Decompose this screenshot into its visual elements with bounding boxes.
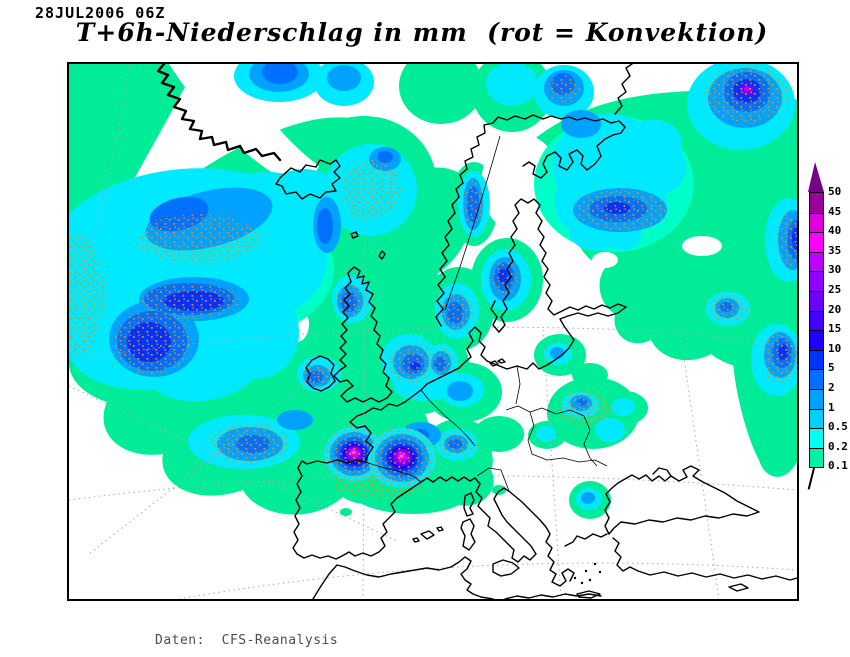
credits: Daten: CFS-Reanalysis (C) Wetterzentrale… — [155, 603, 338, 657]
credit-data-source: Daten: CFS-Reanalysis — [155, 633, 339, 648]
convection-speckles — [69, 66, 797, 498]
legend-tail-line — [807, 467, 815, 490]
legend-band — [810, 408, 823, 429]
legend-band — [810, 232, 823, 252]
legend-value: 1 — [828, 400, 835, 414]
legend-value: 10 — [828, 341, 842, 355]
borders-layer — [364, 135, 608, 492]
legend-arrow-icon — [808, 162, 824, 192]
legend-band — [810, 193, 823, 213]
legend-band — [810, 271, 823, 291]
legend-band — [810, 212, 823, 233]
legend-value: 2 — [828, 381, 835, 394]
legend-value: 5 — [828, 361, 835, 375]
legend-band — [810, 310, 823, 331]
legend-band — [810, 388, 823, 409]
legend-value: 20 — [828, 302, 842, 316]
legend-color-bar — [809, 192, 824, 469]
legend-value: 50 — [828, 185, 842, 198]
legend-band — [810, 349, 823, 370]
coastline-layer — [156, 64, 797, 599]
legend-value: 35 — [828, 243, 842, 257]
legend-value: 0.5 — [828, 420, 848, 434]
run-datetime: 28JUL2006 06Z — [35, 4, 166, 22]
legend-value: 30 — [828, 263, 842, 277]
legend-value: 15 — [828, 322, 842, 336]
legend-band — [810, 251, 823, 272]
map-canvas — [69, 64, 797, 599]
map-title: T+6h-Niederschlag in mm (rot = Konvektio… — [75, 18, 769, 47]
precip-scale-legend: 50 45 40 35 30 25 20 15 10 5 2 1 0.5 0.2 0.1 — [805, 160, 850, 500]
legend-value: 25 — [828, 283, 842, 296]
legend-band — [810, 369, 823, 389]
legend-band — [810, 447, 823, 468]
legend-value: 45 — [828, 204, 842, 218]
legend-band — [810, 330, 823, 350]
legend-value: 40 — [828, 224, 842, 238]
legend-value: 0.1 — [828, 459, 848, 473]
precipitation-map — [67, 62, 799, 601]
legend-value: 0.2 — [828, 439, 848, 453]
legend-band — [810, 428, 823, 448]
legend-band — [810, 290, 823, 311]
